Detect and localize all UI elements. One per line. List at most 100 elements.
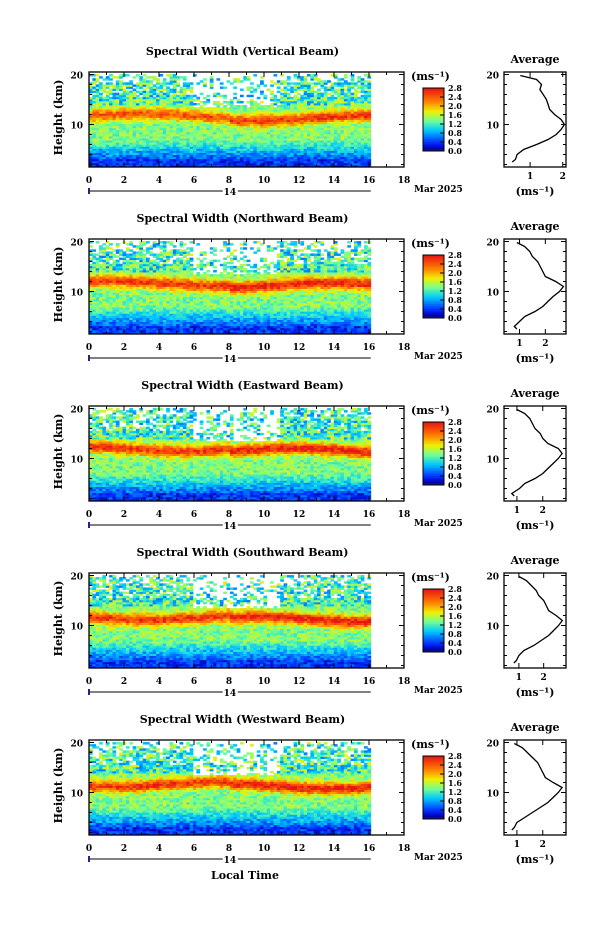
x-tick-label: 6 (191, 510, 197, 520)
colorbar-segment (423, 462, 444, 465)
colorbar-tick-label: 1.2 (448, 787, 462, 797)
average-x-label: (ms⁻¹) (516, 853, 555, 866)
colorbar-segment (423, 269, 444, 272)
panel-title: Spectral Width (Southward Beam) (136, 546, 348, 559)
date-label: Mar 2025 (414, 185, 463, 195)
colorbar-segment (423, 604, 444, 607)
colorbar-frame (422, 87, 445, 152)
colorbar-segment (423, 628, 444, 631)
colorbar-segment (423, 308, 444, 311)
colorbar-tick-label: 2.8 (448, 584, 462, 594)
colorbar-segment (423, 477, 444, 480)
colorbar-tick-label: 1.6 (448, 277, 462, 287)
colorbar-segment (423, 768, 444, 771)
x-axis-label: Local Time (211, 869, 279, 882)
colorbar-segment (423, 114, 444, 117)
x-tick-label: 4 (156, 844, 162, 854)
colorbar-segment (423, 127, 444, 130)
x-tick-label: 16 (363, 510, 376, 520)
heatmap (89, 575, 372, 669)
colorbar-tick-label: 0.0 (448, 313, 462, 323)
colorbar-tick-label: 2.0 (448, 435, 462, 445)
x-tick-label: 2 (121, 510, 127, 520)
x-tick-label: 16 (363, 844, 376, 854)
colorbar-segment (423, 428, 444, 431)
colorbar-segment (423, 611, 444, 613)
colorbar-segment (423, 453, 444, 456)
colorbar-segment (423, 133, 444, 136)
x-tick-label: 12 (293, 844, 306, 854)
colorbar-segment (423, 262, 444, 265)
colorbar-segment (423, 102, 444, 105)
colorbar-segment (423, 792, 444, 795)
average-x-tick-label: 2 (542, 339, 548, 349)
x-tick-label: 2 (121, 844, 127, 854)
colorbar-segment (423, 291, 444, 294)
average-y-tick-label: 10 (486, 122, 499, 132)
average-x-label: (ms⁻¹) (516, 352, 555, 365)
colorbar-segment (423, 782, 444, 785)
y-tick-label: 20 (70, 573, 83, 583)
heatmap (89, 742, 372, 836)
colorbar-segment (423, 433, 444, 435)
colorbar-frame (422, 421, 445, 486)
colorbar-segment (423, 464, 444, 467)
colorbar-segment (423, 434, 444, 437)
average-y-tick-label: 10 (486, 289, 499, 299)
average-y-tick-label: 20 (486, 406, 499, 416)
colorbar-segment (423, 648, 444, 651)
x-tick-label: 10 (258, 510, 271, 520)
colorbar-segment (423, 767, 444, 769)
colorbar-tick-label: 0.4 (448, 137, 462, 147)
x-tick-label: 16 (363, 343, 376, 353)
average-x-tick-label: 2 (540, 506, 546, 516)
x-tick-label: 6 (191, 844, 197, 854)
colorbar-segment (423, 636, 444, 639)
colorbar-segment (423, 770, 444, 773)
day-label: 14 (224, 856, 237, 866)
colorbar-segment (423, 647, 444, 650)
colorbar-segment (423, 650, 444, 653)
colorbar-segment (423, 116, 444, 119)
x-tick-label: 14 (328, 510, 341, 520)
x-tick-label: 8 (226, 510, 232, 520)
y-tick-label: 10 (70, 122, 83, 132)
x-tick-label: 8 (226, 677, 232, 687)
colorbar-tick-label: 0.8 (448, 796, 462, 806)
colorbar-segment (423, 437, 444, 440)
colorbar-segment (423, 121, 444, 123)
x-tick-label: 10 (258, 176, 271, 186)
colorbar-segment (423, 593, 444, 596)
colorbar-segment (423, 480, 444, 483)
colorbar-segment (423, 92, 444, 95)
colorbar-segment (423, 89, 444, 92)
colorbar-segment (423, 259, 444, 262)
colorbar-segment (423, 284, 444, 287)
x-tick-label: 14 (328, 844, 341, 854)
colorbar-tick-label: 2.8 (448, 751, 462, 761)
colorbar-tick-label: 2.4 (448, 92, 462, 102)
x-tick-label: 6 (191, 176, 197, 186)
colorbar-segment (423, 313, 444, 316)
colorbar-segment (423, 139, 444, 142)
colorbar-segment (423, 97, 444, 100)
average-x-label: (ms⁻¹) (516, 686, 555, 699)
colorbar-segment (423, 264, 444, 267)
colorbar-tick-label: 1.6 (448, 778, 462, 788)
colorbar-segment (423, 478, 444, 481)
colorbar-segment (423, 267, 444, 270)
colorbar-segment (423, 440, 444, 443)
colorbar-tick-label: 1.2 (448, 453, 462, 463)
colorbar-tick-label: 0.4 (448, 638, 462, 648)
colorbar-segment (423, 798, 444, 801)
colorbar-tick-label: 0.4 (448, 304, 462, 314)
colorbar-segment (423, 631, 444, 634)
colorbar-segment (423, 622, 444, 624)
colorbar-segment (423, 640, 444, 643)
colorbar-segment (423, 795, 444, 798)
colorbar-tick-label: 0.8 (448, 629, 462, 639)
colorbar-segment (423, 637, 444, 640)
colorbar-segment (423, 125, 444, 128)
colorbar-segment (423, 609, 444, 612)
colorbar-segment (423, 426, 444, 429)
